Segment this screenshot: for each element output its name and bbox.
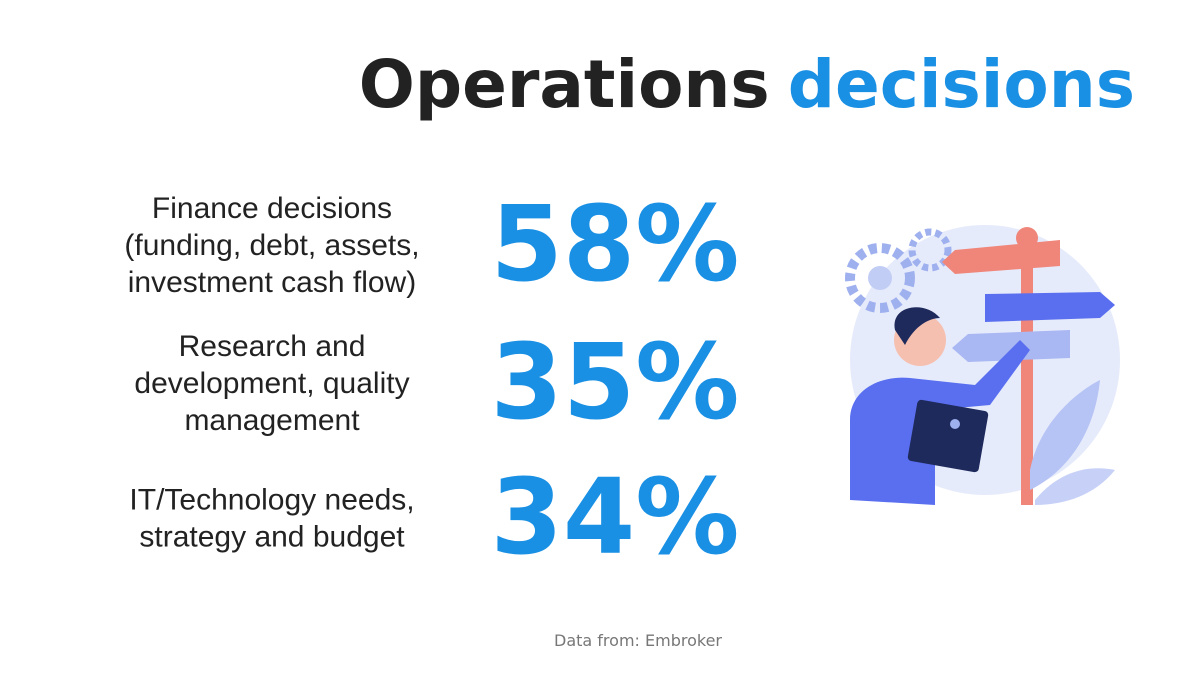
title-accent: decisions [788, 46, 1135, 123]
stat-label: Research and [179, 330, 366, 363]
stat-label: strategy and budget [139, 521, 405, 554]
source: Data from: Embroker [554, 631, 722, 650]
stat-value: 34% [491, 456, 740, 578]
stat-list: Finance decisions (funding, debt, assets,… [124, 183, 739, 578]
stat-value: 58% [491, 183, 740, 305]
stat-label: development, quality [134, 367, 409, 400]
stat-value: 35% [491, 321, 740, 443]
stat-label: management [184, 404, 360, 437]
stat-label: IT/Technology needs, [129, 484, 414, 517]
title: Operations decisions [359, 46, 1135, 123]
illustration [845, 225, 1120, 505]
stat-label: (funding, debt, assets, [124, 229, 419, 262]
stat-label: Finance decisions [152, 192, 392, 225]
stat-label: investment cash flow) [128, 266, 416, 299]
title-dark: Operations [359, 46, 770, 123]
